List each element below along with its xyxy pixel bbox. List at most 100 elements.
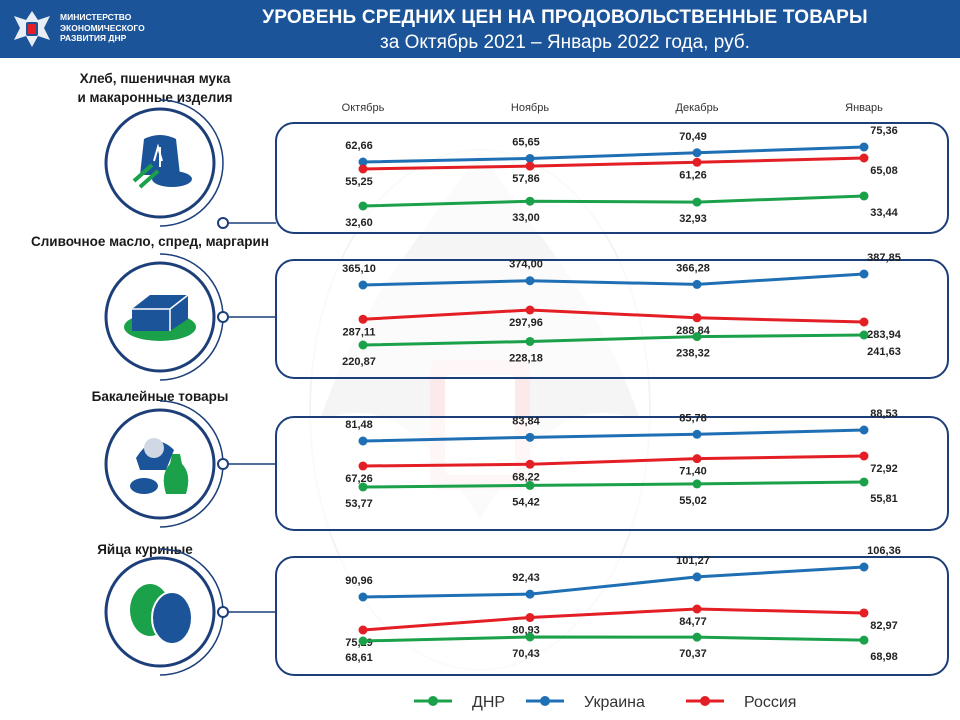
data-point (525, 480, 535, 490)
series-line (362, 454, 865, 468)
category-title: Яйца куриные (97, 542, 193, 557)
series-Украина: 365,10 374,00 366,28 387,85 (342, 252, 901, 290)
data-label: 374,00 (509, 259, 543, 271)
data-point (859, 191, 869, 201)
data-label: 287,11 (342, 326, 375, 338)
category-title: Сливочное масло, спред, маргарин (31, 234, 269, 249)
legend-label: ДНР (472, 694, 505, 711)
legend-marker (428, 696, 438, 706)
butter-edge-shape (132, 294, 189, 331)
series-ДНР: 220,87 228,18 238,32 241,63 (342, 330, 901, 368)
data-point (692, 197, 702, 207)
icon-arc (159, 99, 224, 227)
series-ДНР: 32,60 33,00 32,93 33,44 (345, 191, 899, 229)
data-label: 81,48 (345, 419, 373, 431)
data-point (859, 608, 869, 618)
wheat-shape (153, 143, 163, 167)
data-label: 55,81 (870, 493, 898, 505)
legend-marker (700, 696, 710, 706)
connector-dot (217, 217, 229, 229)
legend-label: Россия (744, 694, 796, 711)
data-point (358, 164, 368, 174)
data-point (692, 157, 702, 167)
data-label: 67,26 (345, 473, 373, 485)
data-point (525, 161, 535, 171)
panel-frame (275, 556, 949, 676)
data-point (525, 336, 535, 346)
data-point (358, 280, 368, 290)
ministry-line: ЭКОНОМИЧЕСКОГО (60, 22, 145, 33)
data-label: 65,65 (512, 136, 540, 148)
data-point (358, 201, 368, 211)
data-label: 283,94 (867, 329, 902, 341)
data-point (358, 314, 368, 324)
grocery-icon (130, 438, 189, 494)
data-point (859, 562, 869, 572)
data-label: 68,61 (345, 652, 373, 664)
cans-shape (130, 478, 158, 494)
data-label: 33,00 (512, 212, 540, 224)
series-Украина: 81,48 83,84 85,78 88,53 (345, 408, 898, 446)
legend: ДНР Украина Россия (414, 694, 796, 711)
data-point (692, 632, 702, 642)
data-label: 55,02 (679, 495, 707, 507)
data-point (525, 589, 535, 599)
data-label: 54,42 (512, 496, 540, 508)
series-Россия: 67,26 68,22 71,40 72,92 (345, 451, 898, 485)
connector-dot (217, 606, 229, 618)
data-label: 71,40 (679, 466, 707, 478)
series-line (362, 480, 865, 489)
data-point (692, 454, 702, 464)
series-Россия: 287,11 297,96 288,84 283,94 (342, 305, 902, 341)
data-point (859, 142, 869, 152)
series-ДНР: 68,61 70,43 70,37 68,98 (345, 632, 898, 664)
data-point (525, 459, 535, 469)
series-ДНР: 53,77 54,42 55,02 55,81 (345, 477, 898, 510)
data-point (692, 429, 702, 439)
data-label: 85,78 (679, 412, 707, 424)
data-point (859, 269, 869, 279)
data-label: 238,32 (676, 348, 710, 360)
category-title: Бакалейные товары (92, 389, 229, 404)
data-label: 387,85 (867, 252, 901, 264)
data-label: 70,37 (679, 648, 707, 660)
data-point (358, 436, 368, 446)
data-point (525, 632, 535, 642)
pasta-shape (132, 163, 160, 189)
data-label: 90,96 (345, 575, 373, 587)
data-point (692, 572, 702, 582)
data-label: 288,84 (676, 325, 711, 337)
data-label: 68,22 (512, 471, 540, 483)
data-label: 62,66 (345, 140, 373, 152)
data-label: 84,77 (679, 616, 707, 628)
data-point (692, 479, 702, 489)
data-point (358, 636, 368, 646)
data-point (358, 482, 368, 492)
butter-block-shape (132, 295, 188, 331)
data-point (525, 276, 535, 286)
data-label: 297,96 (509, 317, 543, 329)
data-point (525, 305, 535, 315)
legend-item: ДНР (414, 694, 505, 711)
data-point (525, 613, 535, 623)
series-line (362, 565, 865, 599)
oil-bottle-shape (163, 454, 189, 494)
legend-item: Украина (526, 694, 645, 711)
series-line (362, 428, 865, 443)
egg-blue-shape (151, 591, 193, 645)
data-point (692, 313, 702, 323)
data-point (859, 425, 869, 435)
data-label: 220,87 (342, 356, 376, 368)
data-point (358, 592, 368, 602)
series-line (362, 145, 865, 164)
data-label: 75,36 (870, 125, 898, 137)
legend-marker (540, 696, 550, 706)
data-label: 241,63 (867, 346, 901, 358)
panel-frame (275, 416, 949, 531)
data-point (358, 340, 368, 350)
data-point (358, 461, 368, 471)
data-label: 72,92 (870, 463, 898, 475)
data-label: 228,18 (509, 352, 543, 364)
category-panel: Хлеб, пшеничная мука и макаронные изделия… (77, 71, 949, 234)
data-point (859, 635, 869, 645)
